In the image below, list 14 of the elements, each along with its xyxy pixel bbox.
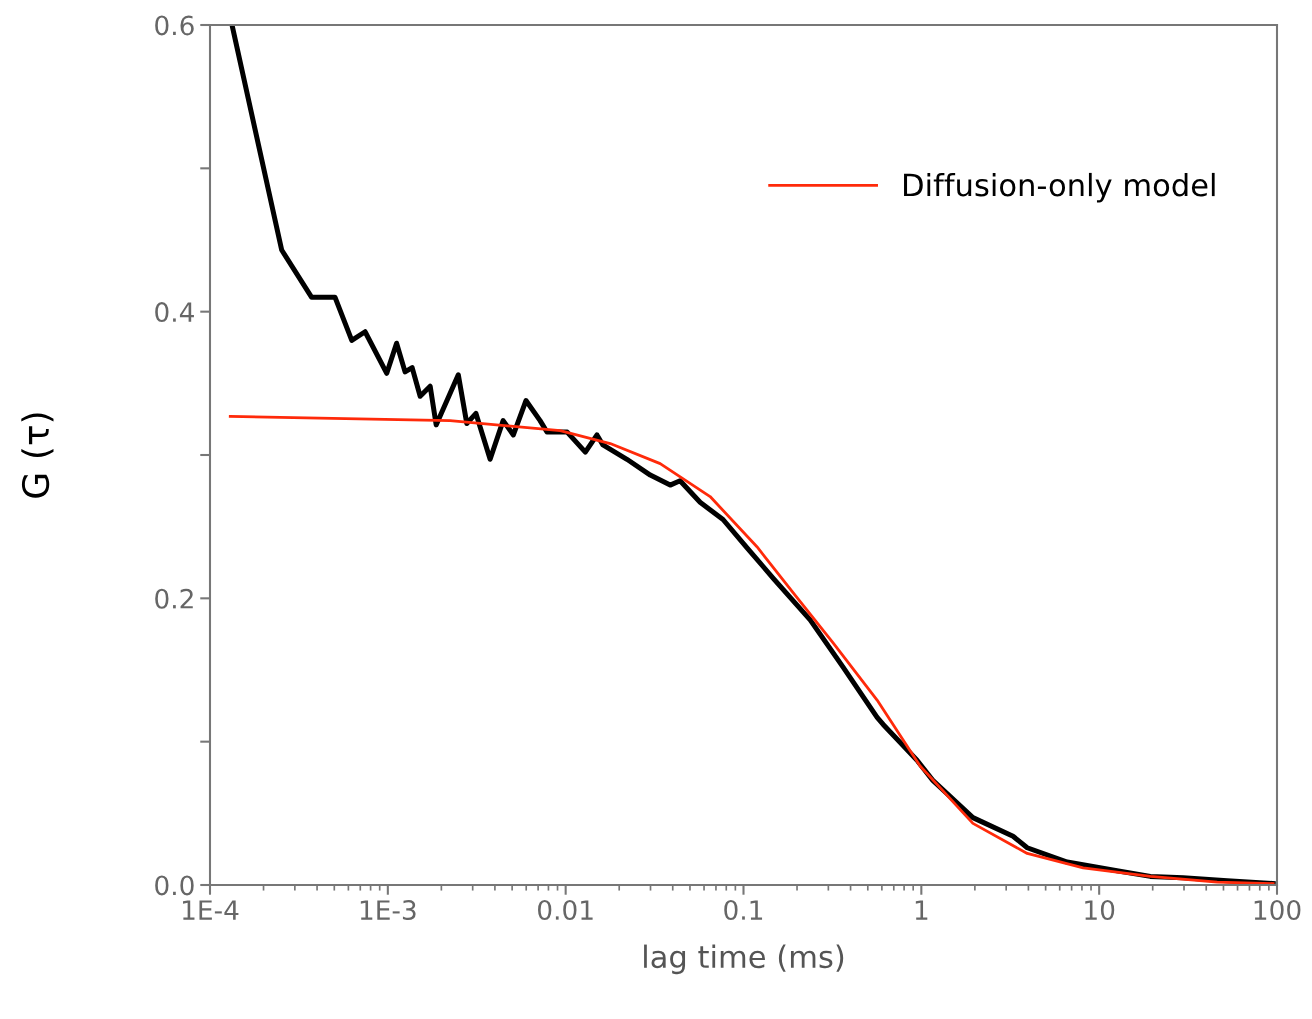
y-tick-label: 0.4	[155, 302, 194, 323]
y-axis-title: G (τ)	[21, 413, 54, 498]
x-tick-label: 0.1	[724, 900, 763, 921]
x-tick-label: 1	[915, 900, 928, 920]
y-tick-label: 0.2	[155, 588, 193, 609]
x-tick-label: 1E-3	[360, 900, 416, 921]
x-tick-label: 100	[1254, 900, 1301, 921]
x-tick-label: 10	[1085, 900, 1115, 921]
y-tick-label: 0.0	[155, 875, 194, 896]
x-tick-label: 1E-4	[183, 900, 239, 920]
legend-label: Diffusion-only model	[904, 172, 1215, 203]
y-tick-label: 0.6	[155, 15, 194, 36]
x-axis-title: lag time (ms)	[644, 944, 844, 975]
x-tick-label: 0.01	[538, 900, 593, 921]
